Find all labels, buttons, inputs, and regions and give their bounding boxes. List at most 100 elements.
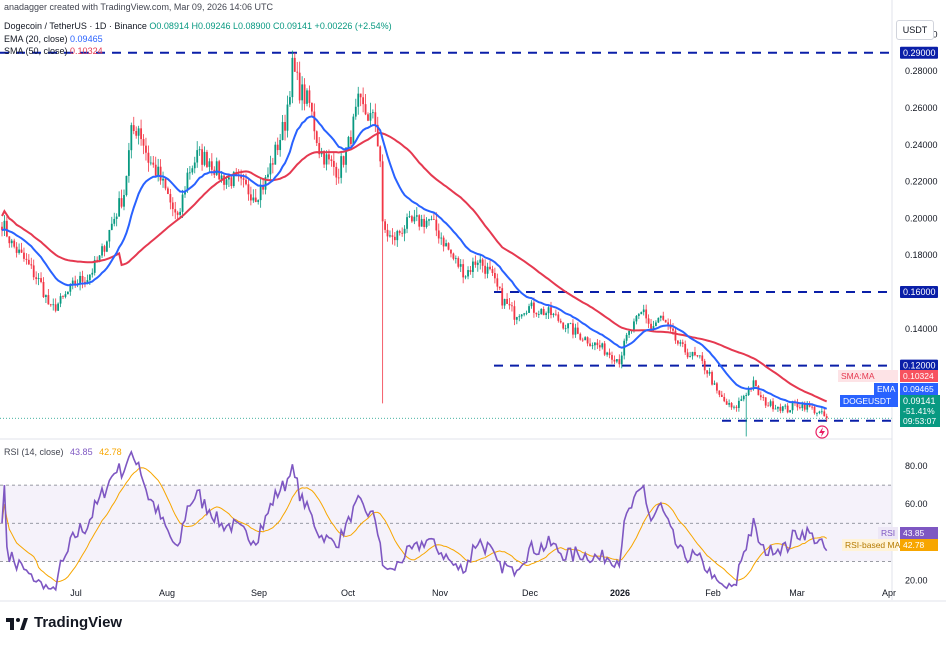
- candle-body: [740, 399, 743, 401]
- currency-button[interactable]: USDT: [896, 20, 934, 40]
- candle-body: [269, 163, 272, 175]
- candle-body: [49, 304, 52, 306]
- candle-body: [193, 162, 196, 169]
- price-tick-label: 0.26000: [905, 103, 938, 113]
- candle-body: [137, 128, 140, 136]
- candle-body: [603, 343, 606, 355]
- sma-value-tag-text: 0.10324: [903, 371, 934, 381]
- candle-body: [457, 258, 460, 267]
- candle-body: [447, 243, 450, 250]
- candle-body: [789, 410, 792, 413]
- candle-body: [454, 258, 457, 259]
- candle-body: [310, 102, 313, 112]
- candle-body: [823, 411, 826, 417]
- rsi-legend-label: RSI (14, close): [4, 447, 64, 457]
- time-tick-label: Nov: [432, 588, 449, 598]
- candle-body: [228, 177, 230, 180]
- candle-body: [130, 125, 133, 151]
- candle-body: [186, 172, 189, 191]
- candle-body: [27, 259, 30, 265]
- candle-body: [550, 307, 552, 316]
- candle-body: [125, 175, 128, 196]
- candle-body: [647, 318, 650, 324]
- candle-body: [545, 313, 548, 316]
- candle-body: [777, 406, 779, 409]
- candle-body: [230, 177, 233, 187]
- sma-legend-value: 0.10324: [70, 46, 103, 56]
- candle-body: [289, 97, 291, 105]
- level-badge-0.29000-text: 0.29000: [903, 48, 936, 58]
- candle-body: [52, 304, 55, 306]
- candle-body: [252, 197, 255, 201]
- candle-body: [86, 280, 89, 284]
- candle-body: [533, 302, 535, 313]
- candle-body: [345, 147, 347, 165]
- candle-body: [330, 159, 333, 161]
- candle-body: [657, 317, 660, 323]
- candle-body: [476, 262, 479, 265]
- candle-body: [215, 161, 218, 175]
- candle-body: [367, 114, 369, 121]
- candle-body: [169, 193, 172, 203]
- candle-body: [232, 172, 235, 187]
- sma-name-tag-bg: [838, 370, 898, 382]
- candle-body: [354, 106, 357, 117]
- candle-body: [359, 93, 362, 98]
- candle-body: [325, 154, 328, 165]
- candle-body: [742, 395, 745, 400]
- candle-body: [308, 90, 311, 103]
- candle-body: [35, 277, 38, 280]
- tradingview-logo[interactable]: TradingView: [6, 614, 122, 631]
- ema-legend-value: 0.09465: [70, 34, 103, 44]
- candle-body: [547, 307, 550, 314]
- candle-body: [110, 223, 113, 230]
- candle-body: [62, 296, 64, 297]
- candle-body: [142, 139, 145, 146]
- candle-body: [506, 298, 508, 304]
- candle-body: [708, 371, 711, 374]
- candle-body: [801, 404, 804, 409]
- countdown-text: 09:53:07: [903, 416, 936, 426]
- candle-body: [393, 236, 396, 241]
- candle-body: [464, 276, 467, 278]
- rsi-ma-value-tag-text: 42.78: [903, 540, 925, 550]
- candle-body: [45, 295, 47, 298]
- candle-body: [618, 359, 621, 365]
- candle-body: [296, 71, 299, 73]
- candle-body: [254, 197, 257, 202]
- candle-body: [335, 166, 338, 178]
- candle-body: [596, 342, 599, 346]
- alert-bolt: [819, 427, 825, 437]
- candle-body: [474, 261, 477, 265]
- candle-body: [40, 278, 42, 282]
- candle-body: [562, 322, 565, 329]
- rsi-line-layer: [1, 449, 828, 592]
- candle-body: [611, 355, 613, 360]
- candle-body: [633, 321, 635, 331]
- candle-body: [164, 178, 167, 189]
- candle-body: [601, 343, 604, 348]
- candle-body: [493, 273, 496, 279]
- candle-body: [350, 136, 352, 145]
- candle-body: [584, 337, 587, 341]
- time-tick-label: Dec: [522, 588, 539, 598]
- candle-body: [132, 125, 135, 132]
- candle-body: [342, 156, 345, 165]
- candle-body: [528, 306, 530, 313]
- candle-body: [223, 175, 225, 185]
- candle-body: [147, 152, 150, 163]
- rsi-name-tag-bg: [878, 527, 898, 539]
- candle-body: [332, 160, 335, 167]
- candle-body: [581, 339, 584, 341]
- candle-body: [174, 209, 177, 213]
- candle-body: [435, 219, 438, 231]
- candle-body: [381, 161, 384, 222]
- creator-line: anadagger created with TradingView.com, …: [4, 2, 273, 12]
- candle-body: [440, 237, 443, 239]
- candle-body: [396, 231, 399, 241]
- candle-body: [203, 151, 206, 165]
- candle-body: [540, 308, 543, 315]
- symbol-title: Dogecoin / TetherUS · 1D · Binance: [4, 21, 147, 31]
- candle-body: [554, 313, 557, 315]
